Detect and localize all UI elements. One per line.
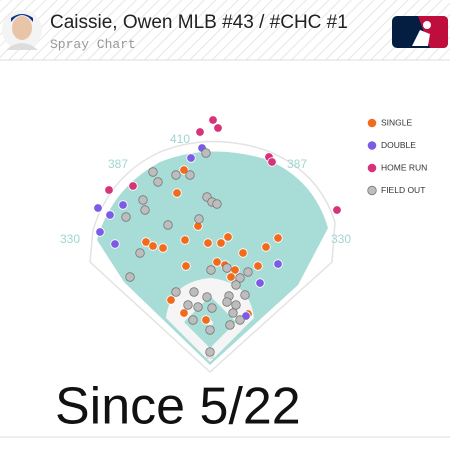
hit-point	[261, 242, 271, 252]
hit-point	[202, 292, 212, 302]
hit-point	[104, 185, 114, 195]
hit-point	[273, 259, 283, 269]
distance-label: 387	[108, 157, 128, 171]
hit-point	[235, 315, 245, 325]
hit-point	[226, 272, 236, 282]
hit-point	[193, 302, 203, 312]
distance-label: 387	[287, 157, 307, 171]
legend-label: SINGLE	[381, 117, 413, 127]
legend-label: DOUBLE	[381, 140, 416, 150]
hit-point	[93, 203, 103, 213]
hit-point	[141, 237, 151, 247]
hit-point	[171, 170, 181, 180]
hit-point	[207, 303, 217, 313]
hit-point	[225, 320, 235, 330]
header-background	[0, 0, 450, 60]
distance-label: 330	[331, 232, 351, 246]
mlb-logo	[392, 16, 448, 48]
hit-point	[231, 280, 241, 290]
hit-point	[181, 261, 191, 271]
legend-label: HOME RUN	[381, 162, 427, 172]
hit-point	[189, 287, 199, 297]
caption: Since 5/22	[55, 378, 301, 436]
hit-point	[267, 157, 277, 167]
legend-marker	[367, 163, 377, 173]
hit-point	[205, 325, 215, 335]
hit-point	[118, 200, 128, 210]
hit-point	[166, 295, 176, 305]
legend-label: FIELD OUT	[381, 185, 425, 195]
hit-point	[179, 308, 189, 318]
legend-marker	[367, 141, 377, 150]
hit-point	[186, 153, 196, 163]
hit-point	[105, 210, 115, 220]
hit-point	[121, 212, 131, 222]
hit-point	[158, 243, 168, 253]
hit-point	[216, 238, 226, 248]
hit-point	[228, 308, 238, 318]
hit-point	[95, 227, 105, 237]
subtitle: Spray Chart	[50, 37, 136, 52]
hit-point	[231, 300, 241, 310]
hit-point	[332, 205, 342, 215]
hit-point	[110, 239, 120, 249]
hit-point	[235, 273, 245, 283]
hit-point	[253, 261, 263, 271]
hit-point	[179, 165, 189, 175]
field	[89, 140, 336, 374]
hit-point	[212, 199, 222, 209]
hit-point	[128, 181, 138, 191]
hit-point	[135, 248, 145, 258]
hit-point	[194, 214, 204, 224]
hit-point	[208, 115, 218, 125]
hit-point	[125, 272, 135, 282]
hit-point	[148, 167, 158, 177]
hit-point	[238, 248, 248, 258]
hit-point	[138, 195, 148, 205]
hit-point	[273, 233, 283, 243]
hit-point	[213, 123, 223, 133]
hit-point	[180, 235, 190, 245]
hit-point	[201, 315, 211, 325]
hit-point	[240, 290, 250, 300]
hit-point	[188, 315, 198, 325]
hit-point	[255, 278, 265, 288]
hit-point	[183, 300, 193, 310]
hit-point	[172, 188, 182, 198]
hit-point	[222, 297, 232, 307]
legend-marker	[367, 118, 377, 128]
hit-point	[171, 287, 181, 297]
hit-point	[195, 127, 205, 137]
legend-marker	[367, 185, 377, 196]
distance-label: 330	[60, 232, 80, 246]
avatar	[2, 10, 42, 50]
hit-point	[222, 263, 232, 273]
hit-point	[206, 265, 216, 275]
hit-point	[203, 238, 213, 248]
hit-point	[243, 267, 253, 277]
distance-label: 410	[170, 132, 190, 146]
hit-point	[148, 241, 158, 251]
hit-point	[163, 220, 173, 230]
hit-point	[205, 347, 215, 357]
hit-point	[185, 170, 195, 180]
player-title: Caissie, Owen MLB #43 / #CHC #1	[50, 12, 348, 33]
hit-point	[212, 257, 222, 267]
hit-point	[153, 177, 163, 187]
hit-point	[140, 205, 150, 215]
hit-point	[201, 148, 211, 158]
hit-point	[223, 232, 233, 242]
